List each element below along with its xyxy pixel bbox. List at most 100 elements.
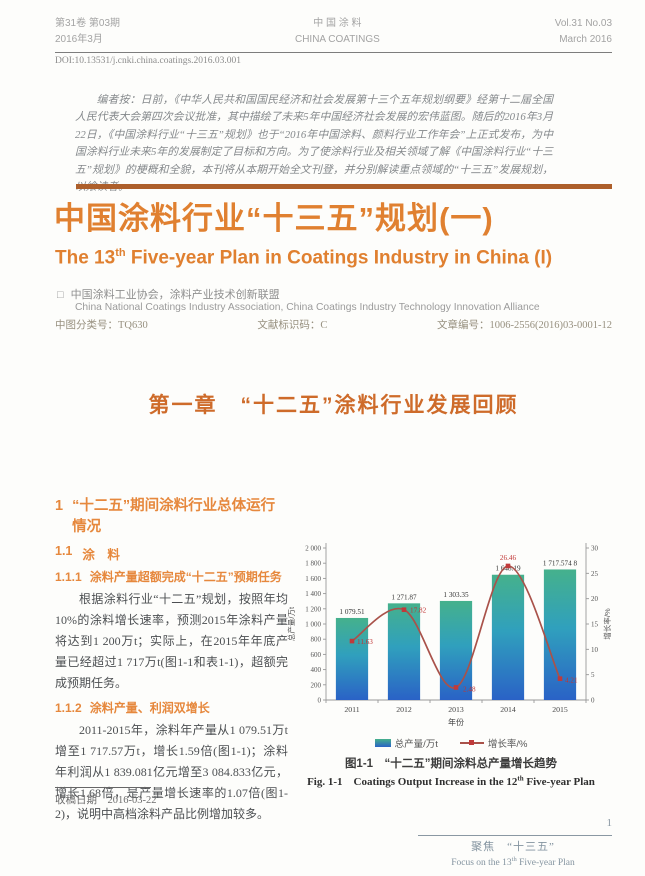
section-title: 涂料产量、利润双增长 <box>89 701 210 716</box>
svg-text:0: 0 <box>591 697 595 705</box>
issue-volume-en: Vol.31 No.03 <box>554 18 612 29</box>
section-number: 1.1.1 <box>55 570 82 585</box>
section-number: 1.1.2 <box>55 701 82 716</box>
section-title: 涂料产量超额完成“十二五”预期任务 <box>89 570 282 585</box>
authors-cn-text: 中国涂料工业协会，涂料产业技术创新联盟 <box>70 289 280 301</box>
section-heading-1-1-1: 1.1.1 涂料产量超额完成“十二五”预期任务 <box>55 568 288 587</box>
svg-text:2011: 2011 <box>344 705 359 714</box>
svg-text:2 000: 2 000 <box>305 545 321 553</box>
authors-en: China National Coatings Industry Associa… <box>75 302 540 313</box>
svg-text:30: 30 <box>591 545 599 553</box>
svg-text:2013: 2013 <box>448 705 464 714</box>
footer-superscript: th <box>511 856 517 863</box>
author-marker-icon: □ <box>57 289 64 301</box>
section-heading-1-1: 1.1 涂 料 <box>55 544 288 563</box>
issue-date-cn: 2016年3月 <box>55 33 103 45</box>
section-heading-1: 1 “十二五”期间涂料行业总体运行情况 <box>55 496 288 537</box>
svg-text:1 079.51: 1 079.51 <box>339 608 365 616</box>
svg-text:增长率/%: 增长率/% <box>602 608 612 640</box>
issue-date-en: March 2016 <box>559 33 612 45</box>
journal-name-cn: 中 国 涂 料 <box>313 18 362 29</box>
svg-text:年份: 年份 <box>448 717 464 727</box>
svg-text:2.48: 2.48 <box>463 685 476 693</box>
chart-legend: 总产量/万t 增长率/% <box>286 736 616 750</box>
svg-text:1 600: 1 600 <box>305 575 321 583</box>
line-swatch-icon <box>459 740 484 745</box>
legend-label: 增长率/% <box>487 739 528 750</box>
editor-note: 编者按：日前，《中华人民共和国国民经济和社会发展第十三个五年规划纲要》经第十二届… <box>75 94 553 193</box>
svg-text:总产量/万t: 总产量/万t <box>286 606 296 641</box>
section-number: 1 <box>55 498 64 514</box>
svg-text:1 800: 1 800 <box>305 560 321 568</box>
section-title: 涂 料 <box>82 548 120 563</box>
svg-text:2012: 2012 <box>396 705 412 714</box>
svg-text:20: 20 <box>591 595 599 603</box>
title-en-superscript: th <box>115 247 126 259</box>
legend-item-output: 总产量/万t <box>374 736 438 750</box>
clc-number: 中图分类号：TQ630 <box>55 320 148 331</box>
legend-label: 总产量/万t <box>394 739 438 750</box>
bar-swatch-icon <box>374 739 391 747</box>
page-number: 1 <box>606 817 613 829</box>
footer-focus-cn: 聚焦 “十三五” <box>471 841 555 853</box>
svg-text:26.46: 26.46 <box>500 554 517 562</box>
svg-text:1 200: 1 200 <box>305 605 321 613</box>
svg-text:0: 0 <box>318 697 322 705</box>
masthead-issue-en: Vol.31 No.03 March 2016 <box>555 16 612 47</box>
caption-superscript: th <box>517 774 524 783</box>
section-heading-1-1-2: 1.1.2 涂料产量、利润双增长 <box>55 699 288 718</box>
masthead-rule <box>55 52 612 53</box>
svg-text:25: 25 <box>591 570 599 578</box>
svg-text:11.63: 11.63 <box>357 638 373 646</box>
svg-text:1 648.19: 1 648.19 <box>495 565 521 573</box>
masthead-journal: 中 国 涂 料 CHINA COATINGS <box>295 16 380 47</box>
title-accent-bar <box>76 184 612 189</box>
figure-caption-en: Fig. 1-1 Coatings Output Increase in the… <box>307 774 595 788</box>
svg-text:1 303.35: 1 303.35 <box>443 591 469 599</box>
svg-text:17.82: 17.82 <box>410 607 427 615</box>
svg-text:400: 400 <box>311 666 322 674</box>
article-meta: 中图分类号：TQ630 文献标识码：C 文章编号：1006-2556(2016)… <box>55 317 612 332</box>
journal-name-en: CHINA COATINGS <box>294 33 380 45</box>
article-title-en: The 13th Five-year Plan in Coatings Indu… <box>55 247 552 269</box>
doi: DOI:10.13531/j.cnki.china.coatings.2016.… <box>55 56 242 66</box>
footer-focus: 聚焦 “十三五” Focus on the 13th Five-year Pla… <box>413 838 613 868</box>
figure-caption-cn: 图1-1 “十二五”期间涂料总产量增长趋势 <box>344 758 558 770</box>
svg-text:1 717.574 8: 1 717.574 8 <box>543 559 578 567</box>
svg-text:1 000: 1 000 <box>305 621 321 629</box>
footer-focus-en: Focus on the 13th Five-year Plan <box>451 856 575 869</box>
svg-text:2015: 2015 <box>552 705 568 714</box>
article-id: 文章编号：1006-2556(2016)03-0001-12 <box>437 320 612 331</box>
svg-text:10: 10 <box>591 646 599 654</box>
section-number: 1.1 <box>55 544 73 559</box>
svg-text:600: 600 <box>311 651 322 659</box>
svg-text:4.21: 4.21 <box>565 677 578 685</box>
left-column: 1 “十二五”期间涂料行业总体运行情况 1.1 涂 料 1.1.1 涂料产量超额… <box>55 496 288 826</box>
paragraph: 根据涂料行业“十二五”规划，按照年均10%的涂料增长速率，预测2015年涂料产量… <box>55 591 288 691</box>
figure-1-1: 0 200 400 600 800 1 000 1 200 1 400 1 600 1 800 2 … <box>286 538 616 789</box>
masthead-issue-cn: 第31卷 第03期 2016年3月 <box>55 16 120 47</box>
svg-text:5: 5 <box>591 671 595 679</box>
footnote-rule <box>55 787 151 788</box>
svg-text:1 400: 1 400 <box>305 590 321 598</box>
svg-text:800: 800 <box>311 636 322 644</box>
masthead: 第31卷 第03期 2016年3月 中 国 涂 料 CHINA COATINGS… <box>55 16 612 47</box>
footer-rule <box>418 835 612 836</box>
received-date-text: 收稿日期 2016-03-22 <box>55 795 157 806</box>
title-en-text-rest: Five-year Plan in Coatings Industry in C… <box>125 247 553 269</box>
issue-volume-cn: 第31卷 第03期 <box>55 18 121 29</box>
received-date-note: 收稿日期 2016-03-22 <box>55 787 288 807</box>
chapter-title: 第一章 “十二五”涂料行业发展回顾 <box>148 394 519 417</box>
svg-text:2014: 2014 <box>500 705 516 714</box>
svg-text:1 271.87: 1 271.87 <box>391 593 417 601</box>
section-title: “十二五”期间涂料行业总体运行情况 <box>72 498 276 535</box>
authors-cn: □ 中国涂料工业协会，涂料产业技术创新联盟 <box>57 286 280 302</box>
paragraph: 2011-2015年，涂料年产量从1 079.51万t增至1 717.57万t，… <box>55 722 288 822</box>
title-en-text: The 13 <box>55 247 116 269</box>
svg-text:200: 200 <box>311 681 322 689</box>
article-title-cn: 中国涂料行业“十三五”规划(一) <box>54 201 494 236</box>
document-code: 文献标识码：C <box>257 320 328 331</box>
svg-text:15: 15 <box>591 621 599 629</box>
